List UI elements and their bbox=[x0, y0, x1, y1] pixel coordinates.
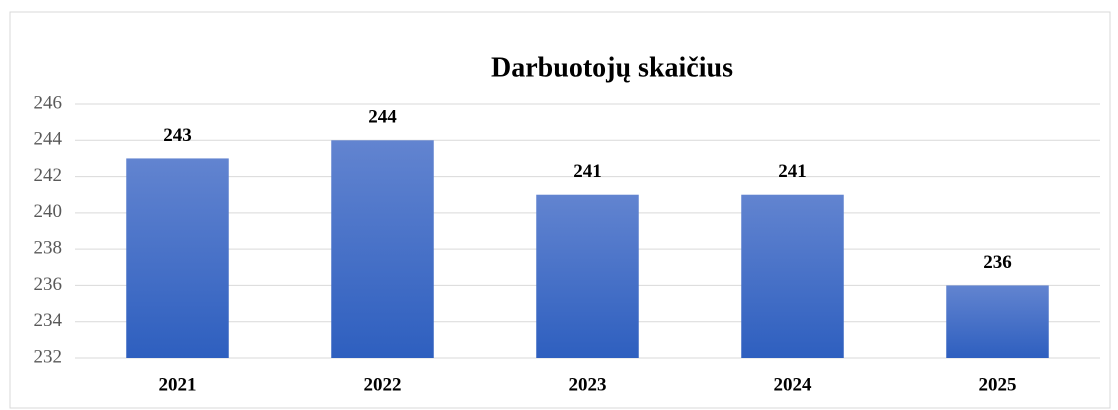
x-tick-label: 2025 bbox=[979, 374, 1017, 395]
y-tick-label: 242 bbox=[34, 165, 63, 186]
y-tick-label: 240 bbox=[34, 201, 63, 222]
bar bbox=[741, 194, 844, 358]
y-tick-label: 236 bbox=[34, 274, 63, 295]
data-label: 241 bbox=[778, 161, 807, 182]
x-tick-label: 2024 bbox=[774, 374, 813, 395]
x-tick-label: 2022 bbox=[364, 374, 402, 395]
bar bbox=[946, 285, 1049, 358]
data-label: 243 bbox=[163, 125, 192, 146]
y-tick-label: 234 bbox=[34, 310, 63, 331]
y-tick-label: 244 bbox=[34, 129, 63, 150]
bar bbox=[331, 140, 434, 358]
chart-title: Darbuotojų skaičius bbox=[491, 52, 733, 83]
y-tick-label: 246 bbox=[34, 92, 63, 113]
y-tick-label: 232 bbox=[34, 346, 63, 367]
data-label: 241 bbox=[573, 161, 602, 182]
data-label: 236 bbox=[983, 252, 1012, 273]
bar bbox=[536, 194, 639, 358]
data-label: 244 bbox=[368, 107, 397, 128]
bar bbox=[126, 158, 229, 358]
y-tick-label: 238 bbox=[34, 238, 63, 259]
x-tick-label: 2021 bbox=[159, 374, 197, 395]
x-tick-label: 2023 bbox=[569, 374, 607, 395]
